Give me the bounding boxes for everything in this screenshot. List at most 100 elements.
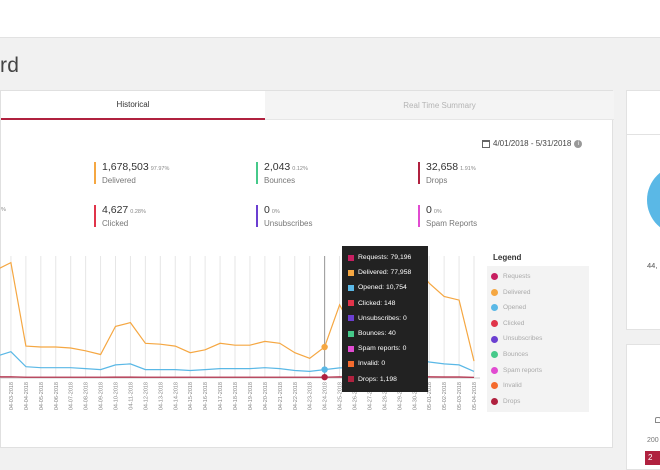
side-panel-header bbox=[626, 90, 660, 135]
side-badge: 2 bbox=[645, 451, 660, 465]
top-navbar bbox=[0, 0, 660, 38]
tooltip-row-bounces: Bounces: 40 bbox=[348, 326, 422, 341]
stat-clicked: 4,627 0.28% Clicked bbox=[94, 204, 146, 228]
stat-label: Bounces bbox=[264, 176, 296, 185]
x-tick-label: 04-19-2018 bbox=[248, 382, 254, 410]
x-tick-label: 04-27-2018 bbox=[367, 382, 373, 410]
lock-icon bbox=[655, 417, 660, 423]
x-tick-label: 04-16-2018 bbox=[203, 382, 209, 410]
side-panel-bottom: ⌄ 200 2 bbox=[626, 344, 660, 470]
tooltip-row-unsubscribes: Unsubscribes: 0 bbox=[348, 311, 422, 326]
x-tick-label: 04-10-2018 bbox=[114, 382, 120, 410]
legend-item-invalid[interactable]: Invalid bbox=[491, 378, 589, 394]
legend-dot bbox=[491, 320, 498, 328]
legend-dot bbox=[491, 366, 498, 374]
stat-percent: 0.12% bbox=[292, 166, 308, 172]
stat-bounces: 2,043 0.12% Bounces bbox=[256, 162, 308, 185]
legend-item-requests[interactable]: Requests bbox=[491, 269, 589, 285]
x-tick-label: 04-13-2018 bbox=[158, 382, 164, 410]
stat-value: 0 bbox=[264, 204, 270, 216]
legend-item-bounces[interactable]: Bounces bbox=[491, 347, 589, 363]
stat-percent: 1.91% bbox=[460, 166, 476, 172]
page-title: rd bbox=[0, 54, 20, 77]
info-icon[interactable]: i bbox=[574, 139, 583, 148]
tooltip-swatch bbox=[348, 345, 354, 352]
stat-delivered: 1,678,503 97.97% Delivered bbox=[94, 161, 170, 185]
legend-item-clicked[interactable]: Clicked bbox=[491, 316, 589, 332]
hover-point-delivered bbox=[321, 343, 328, 351]
stat-value: 1,678,503 bbox=[102, 161, 149, 173]
tooltip-row-drops: Drops: 1,198 bbox=[348, 372, 422, 387]
stat-unsubscribes: 0 0% Unsubscribes bbox=[256, 204, 312, 228]
x-tick-label: 04-04-2018 bbox=[24, 382, 30, 410]
x-tick-label: 04-15-2018 bbox=[188, 382, 194, 410]
x-tick-label: 04-11-2018 bbox=[128, 382, 134, 410]
legend-dot bbox=[491, 382, 498, 390]
stat-value: 32,658 bbox=[426, 161, 459, 173]
x-tick-label: 05-03-2018 bbox=[457, 382, 463, 410]
hover-point-opened bbox=[321, 366, 328, 373]
x-tick-label: 04-30-2018 bbox=[412, 382, 418, 410]
x-tick-label: 04-22-2018 bbox=[293, 382, 299, 410]
stat-percent: 97.97% bbox=[150, 166, 170, 172]
x-tick-label: 05-04-2018 bbox=[472, 382, 478, 410]
tooltip-row-invalid: Invalid: 0 bbox=[348, 356, 422, 371]
stat-value: 4,627 bbox=[102, 204, 129, 216]
x-tick-label: 04-07-2018 bbox=[69, 382, 75, 410]
tooltip-swatch bbox=[348, 361, 354, 368]
stat-label: Clicked bbox=[102, 219, 129, 228]
calendar-icon bbox=[482, 139, 490, 148]
legend-dot bbox=[491, 398, 498, 406]
stat-spam-reports: 0 0% Spam Reports bbox=[418, 204, 478, 228]
date-range-text: 4/01/2018 - 5/31/2018 bbox=[493, 139, 572, 148]
stat-percent: 0% bbox=[271, 209, 280, 215]
stat-label: Drops bbox=[426, 176, 448, 185]
tooltip-swatch bbox=[348, 254, 354, 261]
x-tick-label: 04-23-2018 bbox=[308, 382, 314, 410]
legend-item-unsubscribes[interactable]: Unsubscribes bbox=[491, 331, 589, 347]
tooltip-row-opened: Opened: 10,754 bbox=[348, 280, 422, 295]
tab-real-time-summary[interactable]: Real Time Summary bbox=[265, 91, 614, 120]
legend-dot bbox=[491, 335, 498, 343]
x-tick-label: 04-05-2018 bbox=[39, 382, 45, 410]
hover-point-drops bbox=[321, 373, 328, 381]
legend-dot bbox=[491, 304, 498, 312]
stat-label: Spam Reports bbox=[426, 219, 478, 228]
tooltip-swatch bbox=[348, 315, 354, 322]
tooltip-swatch bbox=[348, 300, 354, 307]
legend-item-drops[interactable]: Drops bbox=[491, 394, 589, 410]
x-tick-label: 04-12-2018 bbox=[143, 382, 149, 410]
x-tick-label: 04-29-2018 bbox=[397, 382, 403, 410]
x-tick-label: 04-26-2018 bbox=[353, 382, 359, 410]
x-tick-label: 04-28-2018 bbox=[382, 382, 388, 410]
x-tick-label: 04-18-2018 bbox=[233, 382, 239, 410]
stat-drops: 32,658 1.91% Drops bbox=[418, 161, 476, 185]
x-tick-label: 04-14-2018 bbox=[173, 382, 179, 410]
x-tick-label: 04-17-2018 bbox=[218, 382, 224, 410]
x-tick-label: 04-06-2018 bbox=[54, 382, 60, 410]
donut-total: 44, bbox=[647, 261, 658, 270]
date-range-picker[interactable]: 4/01/2018 - 5/31/2018 i bbox=[482, 139, 583, 148]
tooltip-row-requests: Requests: 79,196 bbox=[348, 250, 422, 265]
tooltip-swatch bbox=[348, 269, 354, 276]
tooltip-row-clicked: Clicked: 148 bbox=[348, 296, 422, 311]
tab-historical[interactable]: Historical bbox=[1, 91, 265, 120]
tooltip-swatch bbox=[348, 285, 354, 291]
legend-item-opened[interactable]: Opened bbox=[491, 300, 589, 316]
legend-dot bbox=[491, 273, 498, 281]
legend-title: Legend bbox=[493, 253, 522, 262]
legend-item-delivered[interactable]: Delivered bbox=[491, 285, 589, 301]
x-tick-label: 04-09-2018 bbox=[99, 382, 105, 410]
x-tick-label: 05-02-2018 bbox=[442, 382, 448, 410]
x-tick-label: 04-08-2018 bbox=[84, 382, 90, 410]
side-number: 200 bbox=[647, 437, 659, 444]
x-tick-label: 04-21-2018 bbox=[278, 382, 284, 410]
tooltip-row-delivered: Delivered: 77,958 bbox=[348, 265, 422, 280]
tooltip-swatch bbox=[348, 330, 354, 337]
x-tick-label: 05-01-2018 bbox=[427, 382, 433, 410]
stat-percent: 0.28% bbox=[130, 209, 146, 215]
stat-value: 0 bbox=[426, 204, 432, 216]
chart-legend: Requests Delivered Opened Clicked Unsubs… bbox=[487, 266, 589, 412]
legend-item-spam-reports[interactable]: Spam reports bbox=[491, 363, 589, 379]
x-tick-label: 04-24-2018 bbox=[323, 382, 329, 410]
